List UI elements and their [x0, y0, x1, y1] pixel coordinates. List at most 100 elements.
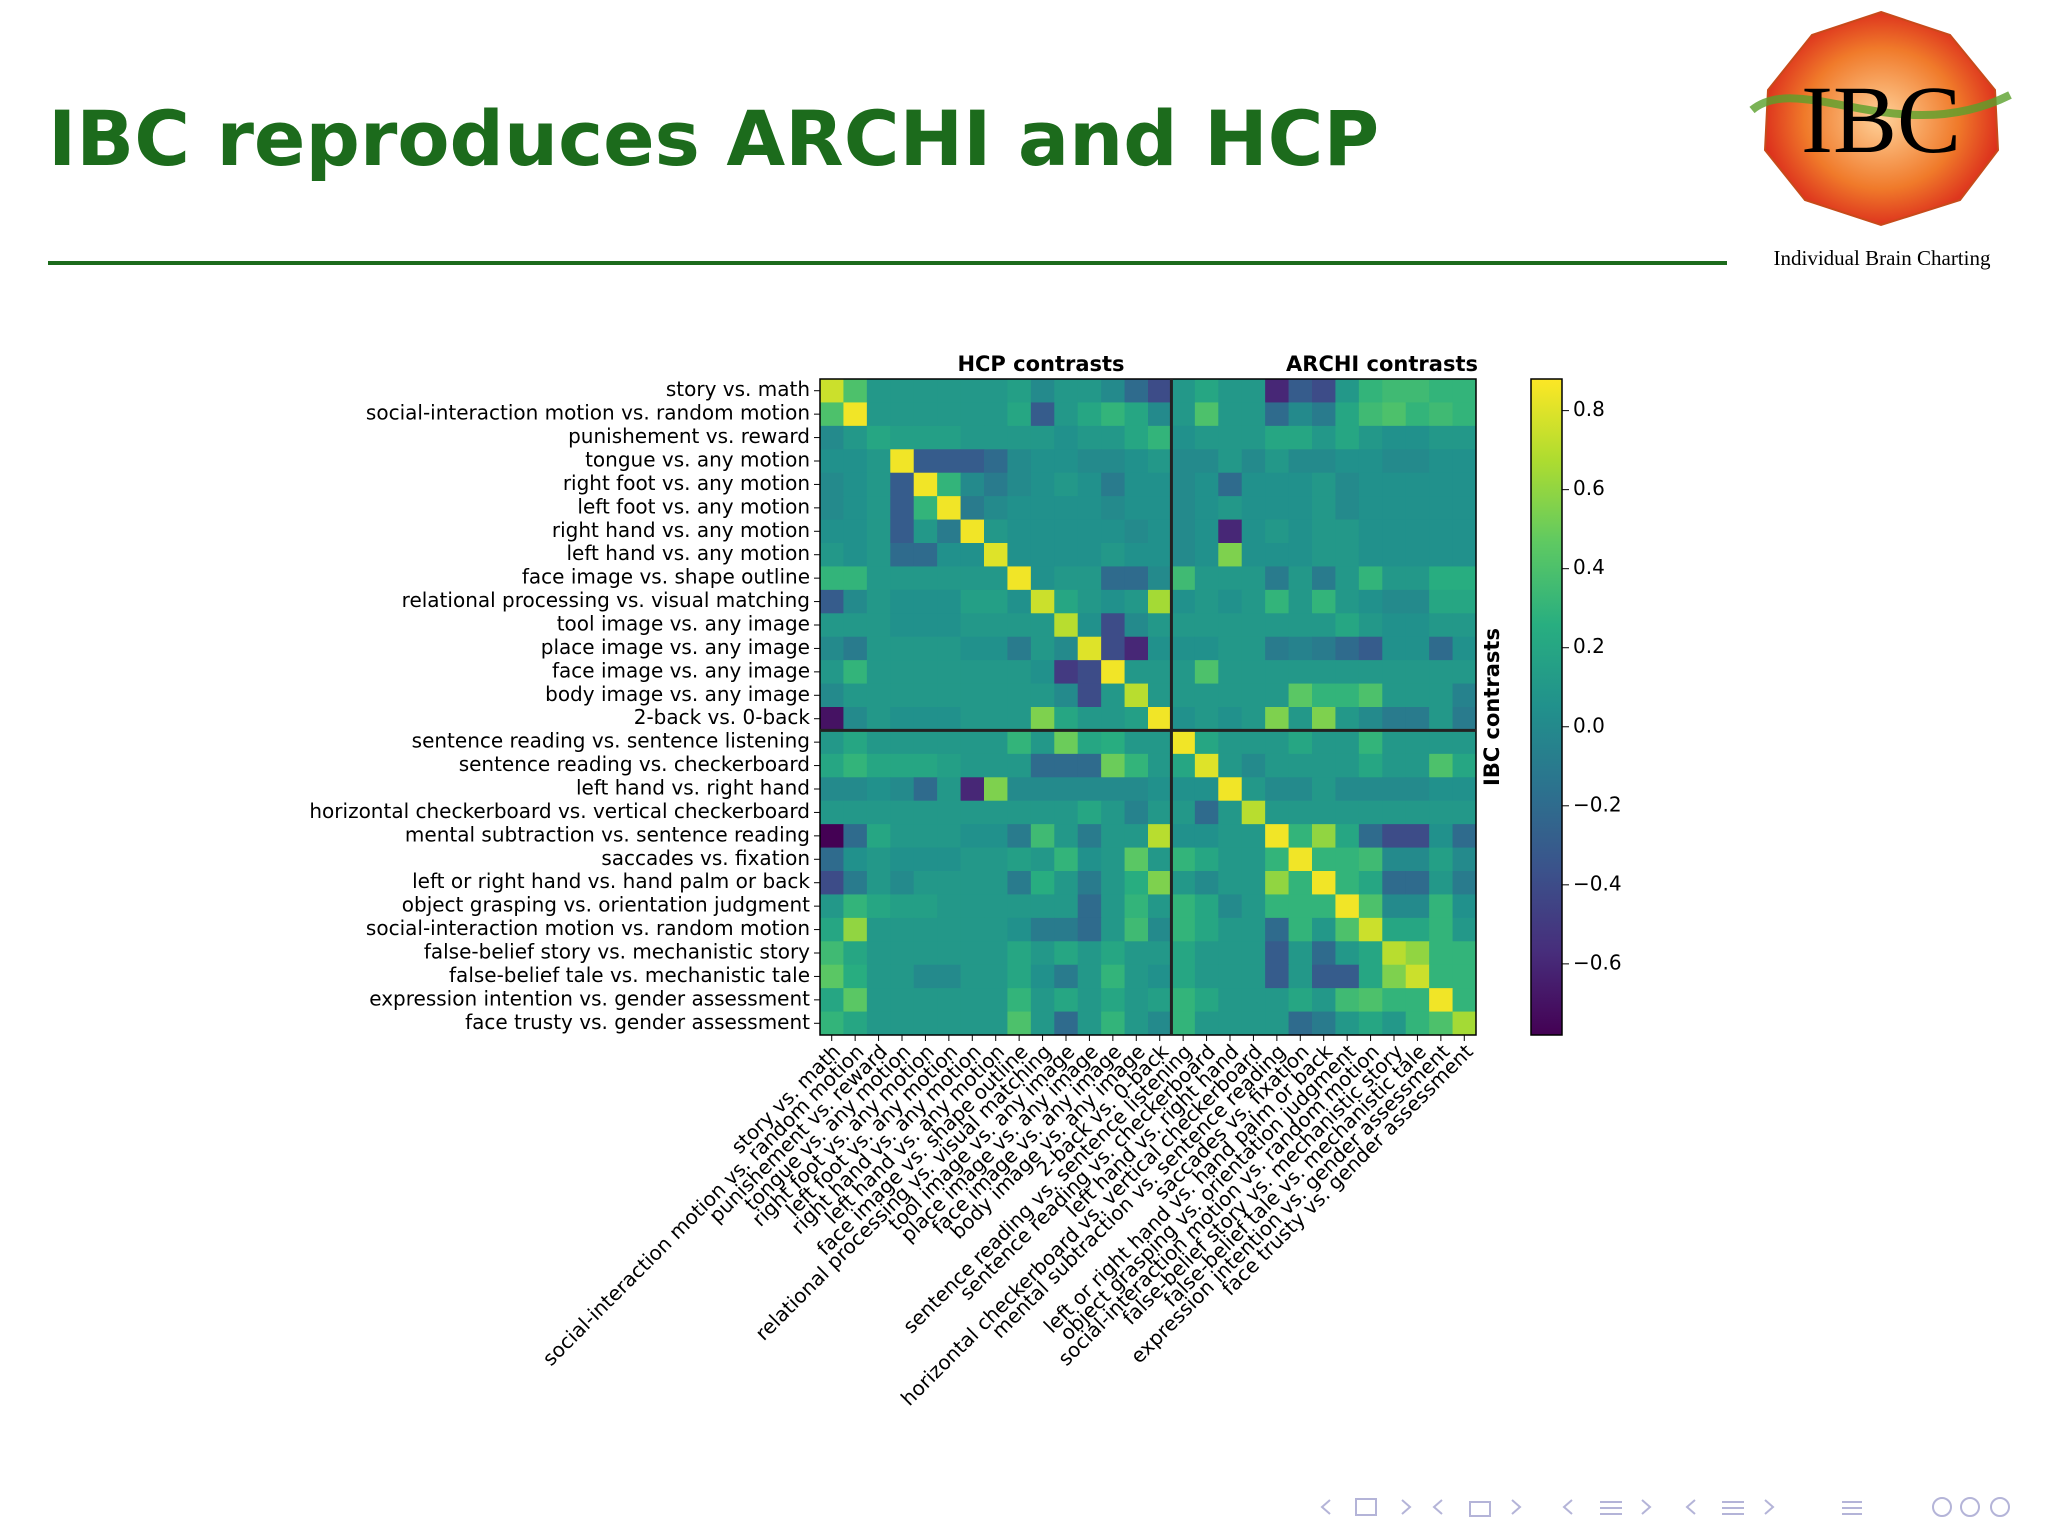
heatmap-cell — [866, 496, 891, 521]
heatmap-cell — [820, 543, 844, 567]
heatmap-cell — [820, 707, 844, 731]
heatmap-cell — [890, 707, 915, 731]
heatmap-cell — [1171, 964, 1196, 989]
nav-search[interactable] — [1960, 1497, 1980, 1517]
heatmap-cell — [1171, 683, 1196, 708]
heatmap-cell — [1382, 753, 1407, 778]
heatmap-cell — [1101, 402, 1126, 427]
heatmap-cell — [1148, 1011, 1172, 1036]
heatmap-cell — [960, 683, 985, 708]
heatmap-cell — [1265, 917, 1290, 942]
heatmap-cell — [1288, 613, 1313, 638]
heatmap-cell — [843, 543, 868, 567]
heatmap-cell — [1429, 449, 1454, 474]
heatmap-cell — [890, 566, 915, 591]
heatmap-cell — [866, 800, 891, 825]
heatmap-cell — [1171, 917, 1196, 942]
heatmap-cell — [1265, 613, 1290, 638]
heatmap-cell — [1335, 379, 1360, 403]
heatmap-cell — [960, 543, 985, 567]
heatmap-cell — [1429, 496, 1454, 521]
heatmap-cell — [1312, 707, 1336, 731]
nav-arrows[interactable] — [1432, 1499, 1522, 1515]
heatmap-cell — [1007, 589, 1032, 614]
heatmap-cell — [1101, 683, 1126, 708]
heatmap-cell — [984, 730, 1008, 755]
heatmap-cell — [1452, 683, 1477, 708]
heatmap-cell — [1312, 800, 1336, 825]
heatmap-cell — [1358, 871, 1383, 895]
heatmap-cell — [1030, 683, 1055, 708]
heatmap-cell — [1382, 871, 1407, 895]
heatmap-cell — [843, 425, 868, 450]
nav-menu[interactable] — [1842, 1501, 1862, 1515]
heatmap-cell — [1265, 519, 1290, 544]
heatmap-cell — [913, 589, 938, 614]
heatmap-cell — [913, 964, 938, 989]
heatmap-cell — [984, 847, 1008, 872]
heatmap-cell — [1382, 379, 1407, 403]
heatmap-cell — [1288, 683, 1313, 708]
heatmap-cell — [1288, 379, 1313, 403]
heatmap-cell — [1218, 496, 1243, 521]
heatmap-cell — [1007, 472, 1032, 497]
nav-back[interactable] — [1932, 1497, 1952, 1517]
heatmap-cell — [890, 824, 915, 849]
heatmap-cell — [984, 800, 1008, 825]
heatmap-cell — [1171, 496, 1196, 521]
heatmap-cell — [820, 941, 844, 966]
heatmap-cell — [1452, 800, 1477, 825]
heatmap-cell — [890, 449, 915, 474]
heatmap-cell — [890, 613, 915, 638]
nav-subsection[interactable] — [1562, 1499, 1652, 1515]
heatmap-cell — [1405, 707, 1430, 731]
heatmap-cell — [1335, 847, 1360, 872]
heatmap-cell — [866, 683, 891, 708]
nav-section-icon[interactable] — [1469, 1501, 1491, 1517]
heatmap-cell — [820, 613, 844, 638]
heatmap-cell — [1405, 730, 1430, 755]
heatmap-cell — [820, 402, 844, 427]
heatmap-cell — [820, 472, 844, 497]
heatmap-cell — [1288, 496, 1313, 521]
heatmap-cell — [820, 894, 844, 919]
heatmap-cell — [1288, 566, 1313, 591]
heatmap-cell — [960, 613, 985, 638]
heatmap-cell — [913, 1011, 938, 1036]
heatmap-cell — [1054, 847, 1079, 872]
heatmap-cell — [1312, 824, 1336, 849]
heatmap-cell — [843, 894, 868, 919]
heatmap-cell — [984, 777, 1008, 802]
heatmap-cell — [1077, 917, 1102, 942]
nav-forward[interactable] — [1990, 1497, 2010, 1517]
heatmap-cell — [1405, 753, 1430, 778]
heatmap-cell — [984, 425, 1008, 450]
y-tick-label: social-interaction motion vs. random mot… — [366, 916, 810, 940]
heatmap-cell — [1030, 449, 1055, 474]
navigation-bar[interactable] — [1320, 1497, 2010, 1517]
heatmap-cell — [1101, 824, 1126, 849]
heatmap-cell — [843, 496, 868, 521]
heatmap-cell — [866, 1011, 891, 1036]
heatmap-cell — [890, 379, 915, 403]
heatmap-cell — [1405, 777, 1430, 802]
heatmap-cell — [890, 589, 915, 614]
nav-slide[interactable] — [1685, 1499, 1775, 1515]
nav-frame-icon[interactable] — [1355, 1498, 1377, 1516]
heatmap-cell — [1007, 777, 1032, 802]
heatmap-cell — [913, 636, 938, 661]
heatmap-cell — [1452, 589, 1477, 614]
heatmap-cell — [1218, 917, 1243, 942]
heatmap-cell — [1148, 824, 1172, 849]
heatmap-cell — [913, 472, 938, 497]
heatmap-cell — [1218, 894, 1243, 919]
heatmap-cell — [1429, 402, 1454, 427]
heatmap-cell — [1007, 871, 1032, 895]
heatmap-cell — [866, 379, 891, 403]
heatmap-cell — [937, 777, 962, 802]
nav-arrows[interactable] — [1320, 1499, 1412, 1515]
heatmap-cell — [1265, 402, 1290, 427]
heatmap-cell — [1429, 589, 1454, 614]
heatmap-cell — [1101, 519, 1126, 544]
